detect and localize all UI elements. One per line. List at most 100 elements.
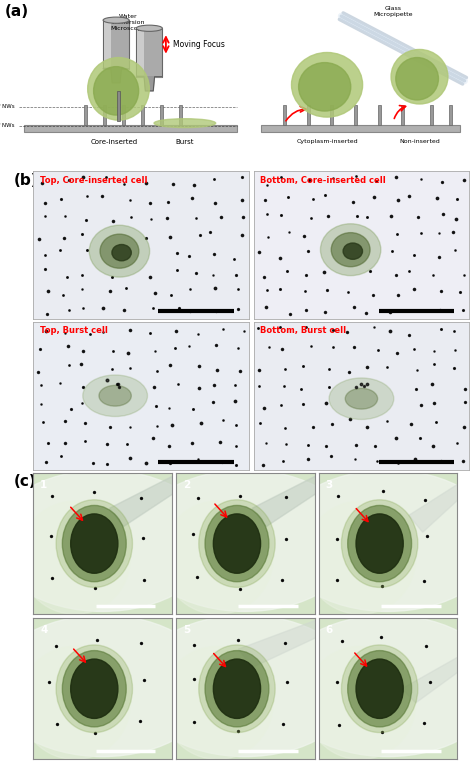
- Ellipse shape: [134, 615, 356, 756]
- Ellipse shape: [154, 118, 216, 128]
- Text: Glass
Micropipette: Glass Micropipette: [374, 6, 413, 17]
- Ellipse shape: [277, 470, 474, 611]
- Ellipse shape: [137, 25, 162, 31]
- Ellipse shape: [331, 233, 370, 267]
- Ellipse shape: [100, 234, 139, 268]
- Polygon shape: [409, 480, 465, 533]
- Bar: [283, 105, 286, 125]
- Polygon shape: [252, 473, 322, 526]
- Bar: [141, 105, 144, 125]
- FancyBboxPatch shape: [261, 125, 460, 132]
- Text: Moving Focus: Moving Focus: [173, 40, 225, 49]
- Ellipse shape: [305, 646, 416, 759]
- Bar: [117, 91, 120, 121]
- Ellipse shape: [103, 17, 129, 23]
- Text: 4: 4: [40, 625, 47, 635]
- Ellipse shape: [205, 506, 269, 581]
- Ellipse shape: [199, 500, 275, 588]
- Text: (c): (c): [13, 474, 36, 488]
- Ellipse shape: [292, 53, 363, 117]
- Ellipse shape: [320, 224, 381, 276]
- Polygon shape: [103, 69, 129, 83]
- Ellipse shape: [94, 66, 139, 115]
- Text: Top, Core-inserted cell: Top, Core-inserted cell: [40, 176, 147, 185]
- Ellipse shape: [83, 375, 147, 416]
- Bar: [103, 105, 106, 125]
- Bar: [449, 105, 452, 125]
- Polygon shape: [238, 618, 322, 668]
- Ellipse shape: [396, 57, 438, 100]
- Ellipse shape: [0, 615, 214, 756]
- Polygon shape: [109, 473, 179, 526]
- Text: Burst: Burst: [175, 139, 194, 145]
- Ellipse shape: [299, 63, 351, 111]
- Ellipse shape: [199, 645, 275, 733]
- Text: Bottom, Burst cell: Bottom, Burst cell: [260, 326, 346, 335]
- Text: 2: 2: [183, 480, 190, 490]
- FancyBboxPatch shape: [137, 28, 162, 76]
- Text: 3: 3: [326, 480, 333, 490]
- FancyBboxPatch shape: [137, 31, 144, 75]
- Polygon shape: [137, 76, 162, 91]
- Polygon shape: [402, 653, 465, 703]
- Text: Water
Immersion
Microscope: Water Immersion Microscope: [110, 14, 146, 31]
- Ellipse shape: [356, 514, 403, 573]
- Ellipse shape: [305, 501, 416, 614]
- Ellipse shape: [213, 514, 261, 573]
- Ellipse shape: [348, 506, 411, 581]
- Ellipse shape: [63, 651, 126, 727]
- Bar: [122, 105, 125, 125]
- FancyBboxPatch shape: [24, 125, 237, 132]
- FancyBboxPatch shape: [104, 22, 110, 66]
- Ellipse shape: [348, 651, 411, 727]
- Bar: [330, 105, 333, 125]
- Bar: [430, 105, 433, 125]
- Ellipse shape: [56, 500, 132, 588]
- Ellipse shape: [0, 470, 214, 611]
- Polygon shape: [109, 473, 179, 526]
- Ellipse shape: [356, 659, 403, 718]
- Bar: [160, 105, 163, 125]
- Ellipse shape: [343, 243, 363, 259]
- Ellipse shape: [391, 50, 448, 104]
- Text: 6: 6: [326, 625, 333, 635]
- Text: (a): (a): [5, 4, 29, 19]
- Bar: [401, 105, 404, 125]
- Bar: [84, 105, 87, 125]
- Ellipse shape: [71, 659, 118, 718]
- Bar: [307, 105, 310, 125]
- Text: Bottom of NWs: Bottom of NWs: [0, 124, 14, 128]
- Text: Cytoplasm-inserted: Cytoplasm-inserted: [296, 139, 358, 144]
- Ellipse shape: [88, 57, 149, 120]
- Ellipse shape: [89, 225, 150, 277]
- Ellipse shape: [99, 385, 131, 406]
- Text: Top, Burst cell: Top, Burst cell: [40, 326, 108, 335]
- Polygon shape: [252, 473, 322, 526]
- Text: Bottom, Core-inserted cell: Bottom, Core-inserted cell: [260, 176, 386, 185]
- Ellipse shape: [162, 646, 273, 759]
- Ellipse shape: [19, 646, 130, 759]
- Ellipse shape: [341, 645, 418, 733]
- Ellipse shape: [205, 651, 269, 727]
- Ellipse shape: [56, 645, 132, 733]
- Ellipse shape: [277, 615, 474, 756]
- Text: Core-inserted: Core-inserted: [90, 139, 137, 145]
- Text: (b): (b): [13, 173, 38, 189]
- Text: 1: 1: [40, 480, 47, 490]
- Ellipse shape: [162, 501, 273, 614]
- Ellipse shape: [213, 659, 261, 718]
- Ellipse shape: [71, 514, 118, 573]
- Ellipse shape: [329, 378, 394, 419]
- Ellipse shape: [341, 500, 418, 588]
- Bar: [378, 105, 381, 125]
- Ellipse shape: [63, 506, 126, 581]
- Ellipse shape: [19, 501, 130, 614]
- Text: Top of NWs: Top of NWs: [0, 104, 14, 109]
- Text: Non-inserted: Non-inserted: [399, 139, 440, 144]
- Ellipse shape: [112, 244, 131, 261]
- Bar: [179, 105, 182, 125]
- FancyBboxPatch shape: [103, 20, 129, 69]
- Text: 5: 5: [183, 625, 190, 635]
- Ellipse shape: [134, 470, 356, 611]
- Ellipse shape: [345, 388, 378, 409]
